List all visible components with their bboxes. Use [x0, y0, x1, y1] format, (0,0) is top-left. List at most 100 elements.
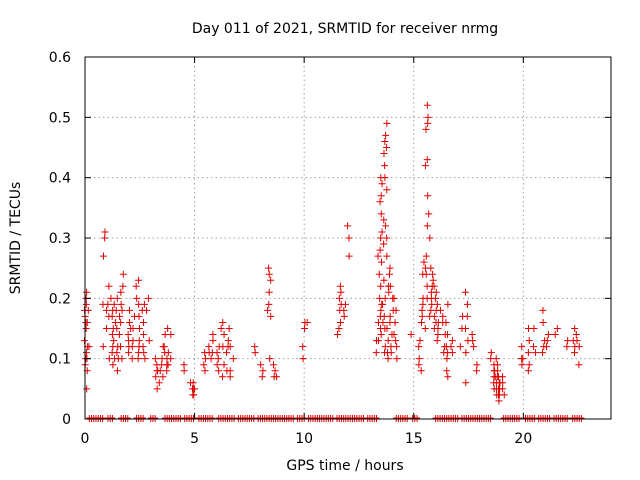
- data-point: [220, 361, 228, 369]
- data-point: [380, 240, 388, 248]
- data-point: [383, 119, 391, 127]
- data-point: [575, 343, 583, 351]
- data-point: [456, 343, 464, 351]
- data-point: [345, 234, 353, 242]
- data-point: [429, 276, 437, 284]
- data-point: [112, 306, 120, 314]
- data-point: [427, 264, 435, 272]
- data-point: [551, 331, 559, 339]
- data-point: [140, 300, 148, 308]
- data-point: [444, 373, 452, 381]
- data-point: [423, 101, 431, 109]
- data-point: [265, 300, 273, 308]
- data-point: [344, 222, 352, 230]
- data-point: [443, 367, 451, 375]
- data-point: [430, 282, 438, 290]
- data-point: [461, 325, 469, 332]
- data-point: [191, 385, 199, 393]
- data-point: [433, 300, 441, 308]
- data-point: [518, 343, 526, 351]
- data-point: [462, 379, 470, 387]
- data-point: [415, 361, 423, 369]
- data-point: [420, 258, 428, 266]
- data-point: [374, 337, 382, 345]
- data-point: [434, 325, 442, 332]
- data-point: [377, 192, 385, 200]
- data-point: [443, 355, 451, 363]
- data-point: [407, 331, 415, 339]
- data-point: [375, 270, 383, 278]
- data-point: [118, 306, 126, 314]
- data-point: [139, 318, 147, 326]
- data-point: [424, 113, 432, 121]
- data-point: [113, 349, 121, 357]
- data-point: [415, 355, 423, 363]
- data-point: [257, 361, 265, 369]
- data-point: [219, 318, 227, 326]
- data-point: [391, 318, 399, 326]
- data-point: [423, 222, 431, 230]
- data-point: [384, 337, 392, 345]
- data-point: [163, 367, 171, 375]
- data-point: [518, 355, 526, 363]
- data-point: [207, 355, 215, 363]
- chart-title: Day 011 of 2021, SRMTID for receiver nrm…: [192, 21, 498, 37]
- data-point: [563, 343, 571, 351]
- data-point: [444, 300, 452, 308]
- x-tick-label: 0: [81, 431, 90, 447]
- data-point: [209, 337, 217, 345]
- data-point: [530, 343, 538, 351]
- data-point: [132, 282, 140, 290]
- x-tick-label: 5: [190, 431, 199, 447]
- data-point: [336, 282, 344, 290]
- data-point: [499, 379, 507, 387]
- data-point: [423, 156, 431, 164]
- data-point: [213, 361, 221, 369]
- data-point: [494, 361, 502, 369]
- data-point: [117, 318, 125, 326]
- data-point: [101, 228, 109, 236]
- data-point: [422, 270, 430, 278]
- data-point: [416, 337, 424, 345]
- data-point: [525, 361, 533, 369]
- data-point: [117, 300, 125, 308]
- data-point: [180, 361, 188, 369]
- y-tick-label: 0.3: [49, 231, 71, 247]
- data-point: [301, 325, 309, 332]
- data-point: [383, 144, 391, 151]
- data-point: [500, 391, 508, 399]
- data-point: [383, 325, 391, 332]
- data-point: [432, 294, 440, 302]
- data-point: [102, 306, 110, 314]
- data-point: [135, 276, 143, 284]
- data-point: [341, 300, 349, 308]
- y-tick-label: 0: [62, 412, 71, 428]
- data-point: [334, 331, 342, 339]
- data-point: [105, 282, 113, 290]
- data-point: [380, 312, 388, 320]
- data-point: [532, 349, 540, 357]
- data-point: [113, 325, 121, 332]
- data-point: [499, 385, 507, 393]
- data-point: [473, 361, 481, 369]
- data-point: [159, 373, 167, 381]
- data-point: [299, 355, 307, 363]
- x-axis-label: GPS time / hours: [286, 458, 403, 474]
- data-point: [539, 306, 547, 314]
- data-point: [251, 343, 259, 351]
- data-point: [135, 312, 143, 320]
- data-point: [377, 306, 385, 314]
- data-point: [116, 312, 124, 320]
- data-point: [543, 337, 551, 345]
- data-point: [99, 343, 107, 351]
- y-tick-label: 0.5: [49, 110, 71, 126]
- data-point: [128, 355, 136, 363]
- data-point: [462, 349, 470, 357]
- data-point: [129, 337, 137, 345]
- data-point: [383, 252, 391, 260]
- data-point: [429, 270, 437, 278]
- data-point: [226, 373, 234, 381]
- data-point: [385, 270, 393, 278]
